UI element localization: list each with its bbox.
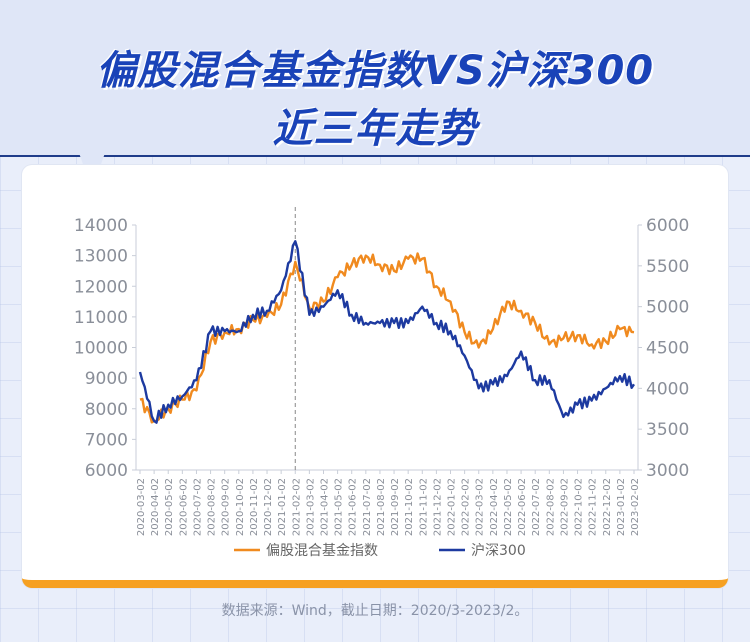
x-tick-label: 2022-03-02: [475, 478, 486, 536]
x-tick-label: 2022-08-02: [545, 478, 556, 536]
y-left-tick-label: 6000: [85, 461, 128, 481]
y-left-tick-label: 7000: [85, 430, 128, 450]
legend-label: 偏股混合基金指数: [266, 542, 378, 559]
y-right-tick-label: 3500: [646, 420, 689, 440]
x-tick-label: 2021-05-02: [334, 478, 345, 536]
x-tick-label: 2022-02-02: [461, 478, 472, 536]
x-tick-label: 2021-03-02: [305, 478, 316, 536]
x-tick-label: 2022-09-02: [559, 478, 570, 536]
x-tick-label: 2022-05-02: [503, 478, 514, 536]
x-tick-label: 2021-07-02: [362, 478, 373, 536]
y-left-tick-label: 12000: [74, 277, 128, 297]
title-banner: 偏股混合基金指数VS沪深300 近三年走势: [0, 0, 750, 157]
x-tick-label: 2020-09-02: [221, 478, 232, 536]
x-tick-label: 2022-11-02: [588, 478, 599, 536]
y-left-tick-label: 13000: [74, 247, 128, 267]
x-tick-label: 2020-12-02: [263, 478, 274, 536]
x-tick-label: 2022-10-02: [574, 478, 585, 536]
x-tick-label: 2022-01-02: [447, 478, 458, 536]
y-right-tick-label: 4500: [646, 339, 689, 359]
y-right-tick-label: 5000: [646, 298, 689, 318]
y-right-tick-label: 4000: [646, 379, 689, 399]
x-tick-label: 2021-06-02: [348, 478, 359, 536]
source-note: 数据来源：Wind，截止日期：2020/3-2023/2。: [221, 603, 529, 619]
x-tick-label: 2021-08-02: [376, 478, 387, 536]
x-tick-label: 2023-02-02: [630, 478, 641, 536]
x-tick-label: 2020-10-02: [235, 478, 246, 536]
series-line-csi300: [138, 240, 635, 424]
x-tick-label: 2021-10-02: [404, 478, 415, 536]
y-right-tick-label: 5500: [646, 257, 689, 277]
x-tick-label: 2020-03-02: [136, 478, 147, 536]
x-tick-label: 2021-11-02: [418, 478, 429, 536]
x-tick-label: 2021-04-02: [319, 478, 330, 536]
line-chart: 6000 7000 8000 9000 10000 11000 12000 13000 1400…: [74, 207, 689, 559]
y-left-tick-label: 14000: [74, 216, 128, 236]
x-tick-label: 2022-07-02: [531, 478, 542, 536]
x-tick-label: 2022-06-02: [517, 478, 528, 536]
x-tick-label: 2020-06-02: [178, 478, 189, 536]
x-tick-label: 2023-01-02: [616, 478, 627, 536]
x-tick-label: 2021-12-02: [432, 478, 443, 536]
x-tick-label: 2021-01-02: [277, 478, 288, 536]
y-left-tick-label: 9000: [85, 369, 128, 389]
x-tick-label: 2022-04-02: [489, 478, 500, 536]
y-right-tick-label: 3000: [646, 461, 689, 481]
y-right-tick-label: 6000: [646, 216, 689, 236]
x-tick-label: 2020-05-02: [164, 478, 175, 536]
y-left-tick-label: 11000: [74, 308, 128, 328]
legend-label: 沪深300: [471, 543, 526, 559]
x-tick-label: 2020-04-02: [150, 478, 161, 536]
x-tick-label: 2021-09-02: [390, 478, 401, 536]
x-tick-label: 2020-08-02: [207, 478, 218, 536]
y-left-tick-label: 8000: [85, 400, 128, 420]
series-line-fund-index: [139, 252, 635, 424]
page-title-line2: 近三年走势: [272, 106, 478, 152]
y-left-tick-label: 10000: [74, 339, 128, 359]
chart-card: 6000 7000 8000 9000 10000 11000 12000 13000 1400…: [22, 165, 728, 588]
x-tick-label: 2020-07-02: [192, 478, 203, 536]
x-tick-label: 2021-02-02: [291, 478, 302, 536]
x-tick-label: 2022-12-02: [602, 478, 613, 536]
page-title-line1: 偏股混合基金指数VS沪深300: [95, 48, 655, 94]
x-tick-label: 2020-11-02: [249, 478, 260, 536]
